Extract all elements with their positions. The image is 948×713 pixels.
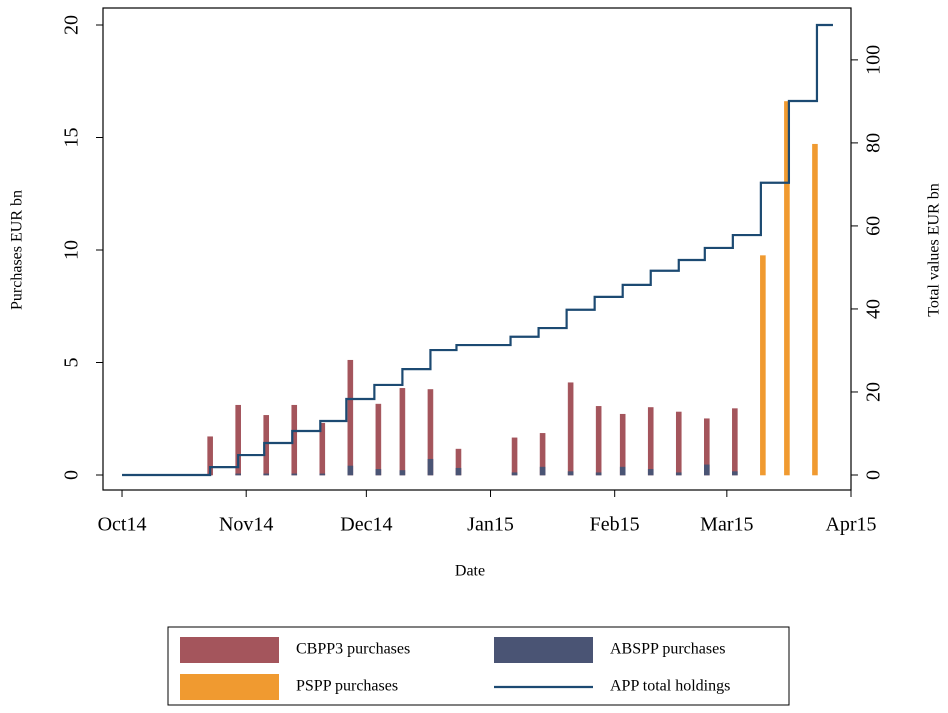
bar (647, 469, 654, 476)
bar (263, 473, 270, 476)
bar (784, 101, 790, 476)
bar (732, 408, 738, 476)
y2-tick-label: 80 (863, 133, 885, 153)
x-axis-title: Date (455, 563, 485, 580)
legend-swatch (180, 674, 279, 700)
legend-swatch (494, 637, 593, 663)
legend-label: PSPP purchases (296, 678, 398, 695)
bar (812, 143, 818, 476)
y-tick-label: 5 (61, 358, 83, 368)
legend-label: CBPP3 purchases (296, 641, 410, 658)
bar (291, 473, 298, 476)
plot-frame (102, 7, 852, 491)
x-tick-label: Jan15 (467, 514, 514, 536)
bar (375, 403, 382, 476)
bar (399, 470, 406, 476)
y2-axis-title: Total values EUR bn (926, 183, 943, 317)
bar (704, 464, 710, 476)
bar (675, 411, 682, 476)
y-tick-label: 0 (61, 470, 83, 480)
bar (375, 469, 382, 476)
legend-label: ABSPP purchases (610, 641, 725, 658)
bar (235, 473, 241, 476)
bar (511, 437, 518, 476)
bar (567, 471, 574, 476)
y2-tick-label: 100 (863, 45, 885, 75)
x-tick-label: Nov14 (219, 514, 273, 536)
y2-tick-label: 20 (863, 382, 885, 402)
y2-tick-label: 40 (863, 299, 885, 319)
bar (399, 388, 406, 476)
x-tick-label: Mar15 (700, 514, 753, 536)
bar (347, 465, 354, 476)
legend-swatch (180, 637, 279, 663)
y-axis-title: Purchases EUR bn (9, 190, 26, 310)
bar (760, 255, 766, 476)
legend-label: APP total holdings (610, 678, 730, 695)
bar (595, 406, 602, 476)
y-tick-label: 10 (61, 240, 83, 260)
bar (647, 407, 654, 476)
bar (619, 413, 626, 476)
bar (675, 472, 682, 476)
bar (427, 458, 434, 476)
y2-tick-label: 0 (863, 470, 885, 480)
x-tick-label: Apr15 (825, 514, 876, 536)
bar (539, 466, 546, 476)
x-tick-label: Dec14 (340, 514, 392, 536)
bar (567, 382, 574, 476)
bar (732, 471, 738, 476)
y2-tick-label: 60 (863, 216, 885, 236)
bar (347, 359, 354, 476)
y-tick-label: 15 (61, 128, 83, 148)
bar (619, 466, 626, 476)
bar (511, 472, 518, 476)
bar (595, 472, 602, 476)
y-tick-label: 20 (61, 15, 83, 35)
bar (319, 473, 326, 476)
x-tick-label: Oct14 (98, 514, 147, 536)
bar (455, 467, 462, 476)
x-tick-label: Feb15 (590, 514, 640, 536)
line (122, 23, 833, 477)
